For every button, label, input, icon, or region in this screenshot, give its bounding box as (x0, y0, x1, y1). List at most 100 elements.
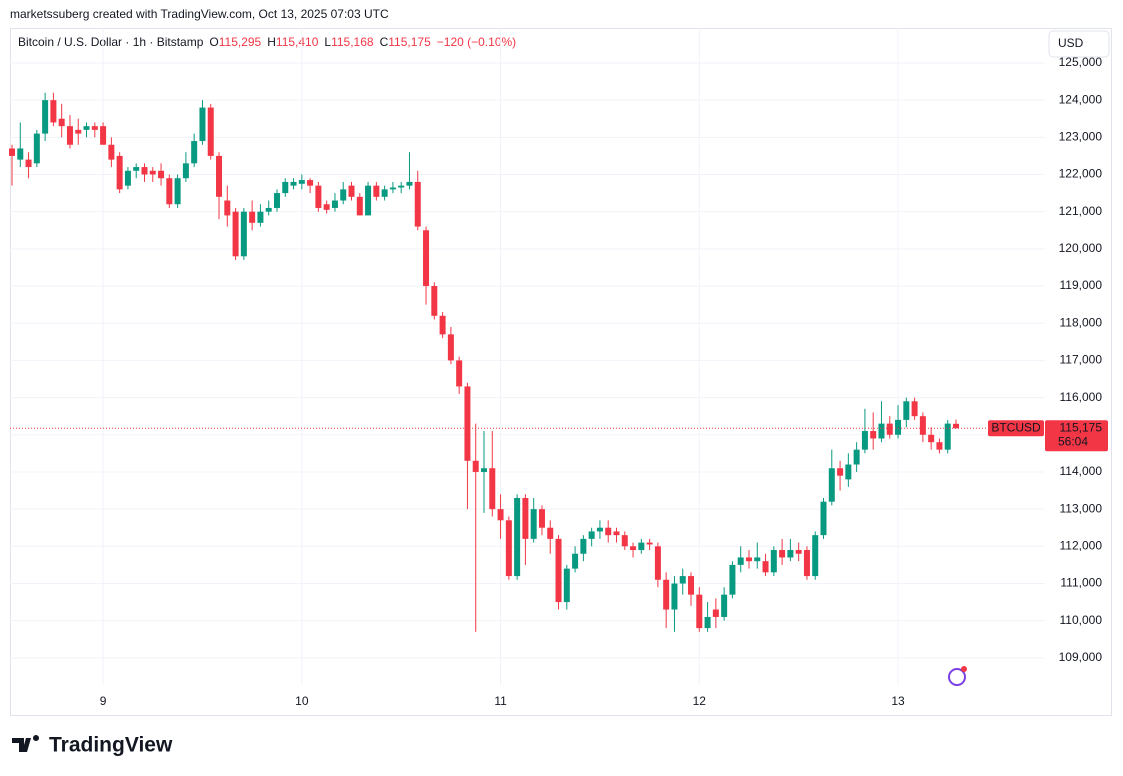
x-tick-label: 11 (494, 694, 507, 708)
candle-body (273, 193, 280, 208)
candle-body (158, 170, 165, 179)
frame (10, 28, 1112, 716)
candle-body (91, 126, 98, 130)
candle-body (770, 550, 777, 573)
candle-body (679, 576, 686, 584)
y-tick-label: 119,000 (1060, 278, 1103, 292)
symbol-label: BTCUSD (991, 420, 1041, 434)
y-tick-label: 116,000 (1060, 390, 1103, 404)
candle-body (605, 527, 612, 536)
candle-body (240, 211, 247, 257)
candle-body (505, 520, 512, 577)
candle-body (282, 181, 289, 194)
candle-body (787, 550, 794, 558)
credit: marketssuberg created with TradingView.c… (10, 7, 389, 21)
candle-body (108, 144, 115, 160)
candle-body (290, 181, 297, 186)
y-tick-label: 117,000 (1060, 353, 1103, 367)
currency[interactable]: USD (1058, 36, 1084, 50)
candle-body (538, 509, 545, 528)
candle-body (365, 185, 372, 216)
candle-body (861, 431, 868, 450)
candle-body (83, 126, 90, 130)
candle-body (431, 286, 438, 316)
y-tick-label: 120,000 (1059, 241, 1103, 255)
y-tick-label: 111,000 (1060, 576, 1102, 590)
y-tick-label: 122,000 (1059, 167, 1103, 181)
y-tick-label: 109,000 (1059, 650, 1103, 664)
candle-body (745, 557, 752, 562)
candle-body (803, 550, 810, 577)
candle-body (953, 423, 959, 429)
candle-body (257, 211, 264, 223)
legend-field-name: L (324, 35, 331, 49)
legend-field-value: 115,175 (388, 35, 431, 49)
candle-body (464, 386, 471, 461)
candle-body (530, 509, 537, 539)
candle-body (646, 542, 653, 545)
candle-body (141, 167, 148, 175)
candle-body (663, 579, 670, 610)
x-tick-label: 9 (100, 694, 107, 708)
candle-body (837, 468, 844, 476)
candle-body (712, 609, 719, 617)
candle-body (456, 360, 463, 387)
candle-body (944, 423, 951, 450)
candle-body (820, 501, 827, 536)
candle-body (588, 531, 595, 539)
assistant-icon (948, 666, 967, 686)
candle-body (249, 211, 256, 223)
candle-body (481, 468, 487, 472)
candle-body (232, 211, 239, 257)
candle-body (166, 178, 173, 205)
candle-body (870, 431, 877, 439)
x-tick-label: 13 (891, 694, 905, 708)
candle-body (75, 129, 82, 134)
candle-body (340, 189, 347, 201)
candle-body (447, 334, 454, 361)
candle-body (613, 531, 620, 536)
candle-body (191, 141, 198, 164)
legend-field-value: 115,410 (276, 35, 319, 49)
candle-body (886, 423, 893, 435)
candle-body (389, 187, 396, 190)
candle-body (737, 557, 744, 565)
y-tick-label: 123,000 (1059, 129, 1103, 143)
candle-body (472, 460, 479, 472)
legend-field-name: H (267, 35, 276, 49)
y-tick-label: 124,000 (1059, 92, 1103, 106)
candle-body (563, 568, 570, 603)
candle-body (919, 416, 926, 435)
y-tick-label: 114,000 (1060, 464, 1103, 478)
candle-body (174, 178, 181, 205)
currency-button[interactable] (1048, 30, 1110, 58)
price-tag (1045, 420, 1108, 452)
candle-body (414, 181, 421, 227)
candle-body (58, 118, 65, 127)
candle-body (423, 230, 430, 287)
candle-body (729, 564, 736, 595)
candle-body (696, 594, 703, 629)
candle-body (762, 561, 769, 573)
candle-body (828, 468, 835, 502)
y-tick-label: 113,000 (1060, 501, 1103, 515)
candle-body (100, 126, 107, 145)
candle-body (42, 100, 49, 134)
legend-field-name: O (209, 35, 218, 49)
candle-body (580, 538, 587, 554)
candle-body (936, 442, 943, 450)
candle-body (903, 401, 910, 420)
candle-body (149, 170, 156, 175)
x-tick-label: 12 (693, 694, 707, 708)
candle-body (356, 196, 363, 216)
candle-body (348, 185, 355, 197)
candle-body (812, 535, 819, 577)
candle-body (50, 100, 57, 123)
candle-body (439, 315, 446, 335)
y-tick-label: 110,000 (1060, 613, 1103, 627)
legend-field-value: 115,168 (331, 35, 374, 49)
candle-body (779, 550, 786, 558)
candle-body (795, 550, 802, 554)
